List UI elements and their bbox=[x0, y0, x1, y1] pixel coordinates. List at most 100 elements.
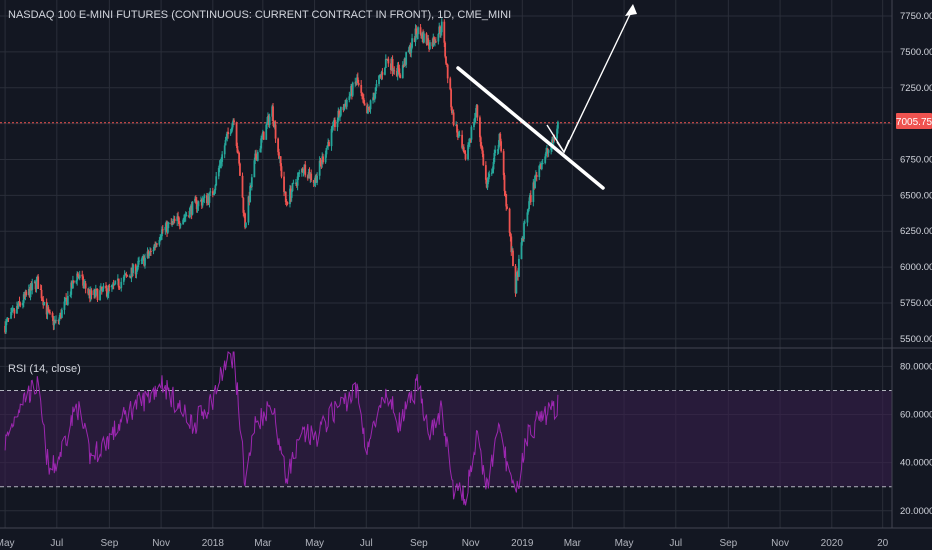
candle-body[interactable] bbox=[484, 165, 487, 180]
candle-body[interactable] bbox=[108, 285, 111, 288]
candle-body[interactable] bbox=[213, 190, 216, 194]
candle-body[interactable] bbox=[379, 75, 382, 77]
candle-body[interactable] bbox=[332, 122, 335, 127]
candle-body[interactable] bbox=[21, 302, 24, 306]
candle-body[interactable] bbox=[225, 136, 228, 141]
candle-body[interactable] bbox=[338, 110, 341, 118]
candle-body[interactable] bbox=[250, 177, 253, 188]
candle-body[interactable] bbox=[5, 321, 7, 333]
candle-body[interactable] bbox=[147, 251, 150, 256]
candle-body[interactable] bbox=[164, 226, 167, 231]
trend-drawings[interactable] bbox=[456, 4, 637, 190]
candle-body[interactable] bbox=[125, 273, 128, 276]
candle-body[interactable] bbox=[283, 176, 285, 192]
candle-body[interactable] bbox=[490, 172, 493, 175]
candle-body[interactable] bbox=[509, 232, 512, 237]
candle-body[interactable] bbox=[159, 238, 162, 241]
candle-body[interactable] bbox=[444, 42, 447, 57]
candle-body[interactable] bbox=[29, 284, 32, 298]
candle-body[interactable] bbox=[540, 162, 543, 170]
candle-body[interactable] bbox=[384, 58, 387, 68]
candle-body[interactable] bbox=[512, 250, 514, 267]
candle-body[interactable] bbox=[48, 311, 51, 313]
candle-body[interactable] bbox=[274, 124, 277, 139]
candle-body[interactable] bbox=[357, 82, 360, 86]
candle-body[interactable] bbox=[70, 282, 73, 295]
candle-body[interactable] bbox=[84, 283, 87, 289]
candle-body[interactable] bbox=[63, 301, 66, 310]
candle-body[interactable] bbox=[140, 259, 143, 261]
candle-body[interactable] bbox=[53, 320, 56, 326]
candle-body[interactable] bbox=[468, 139, 471, 143]
candle-body[interactable] bbox=[286, 202, 289, 205]
candle-body[interactable] bbox=[450, 89, 452, 108]
candle-body[interactable] bbox=[160, 236, 163, 239]
candle-body[interactable] bbox=[10, 310, 13, 313]
candle-body[interactable] bbox=[457, 135, 460, 138]
candle-body[interactable] bbox=[155, 243, 157, 246]
candle-body[interactable] bbox=[37, 276, 40, 289]
candle-body[interactable] bbox=[132, 264, 135, 273]
candle-body[interactable] bbox=[215, 176, 218, 186]
candle-body[interactable] bbox=[135, 270, 138, 275]
candle-body[interactable] bbox=[378, 75, 380, 84]
candle-body[interactable] bbox=[351, 82, 354, 96]
candle-body[interactable] bbox=[178, 217, 180, 224]
candle-body[interactable] bbox=[148, 254, 151, 256]
candle-body[interactable] bbox=[176, 216, 179, 222]
candle-body[interactable] bbox=[529, 195, 532, 203]
candle-body[interactable] bbox=[6, 318, 9, 321]
candle-body[interactable] bbox=[504, 191, 507, 195]
candle-body[interactable] bbox=[502, 151, 505, 176]
candle-body[interactable] bbox=[491, 169, 494, 173]
candle-body[interactable] bbox=[138, 260, 140, 262]
candle-body[interactable] bbox=[402, 65, 405, 67]
candle-body[interactable] bbox=[106, 293, 109, 297]
candle-body[interactable] bbox=[522, 238, 525, 240]
candle-body[interactable] bbox=[144, 257, 146, 266]
candle-body[interactable] bbox=[230, 129, 233, 133]
candle-body[interactable] bbox=[312, 180, 315, 183]
candle-body[interactable] bbox=[506, 206, 508, 209]
candle-body[interactable] bbox=[5, 320, 8, 322]
candle-body[interactable] bbox=[473, 122, 475, 128]
candle-body[interactable] bbox=[545, 151, 547, 157]
candle-body[interactable] bbox=[318, 160, 321, 176]
candle-body[interactable] bbox=[499, 133, 502, 142]
candle-body[interactable] bbox=[179, 224, 182, 226]
candle-body[interactable] bbox=[541, 162, 544, 164]
candle-body[interactable] bbox=[479, 137, 482, 147]
candle-body[interactable] bbox=[155, 243, 158, 245]
candle-body[interactable] bbox=[473, 117, 476, 123]
candle-body[interactable] bbox=[189, 208, 191, 218]
candle-body[interactable] bbox=[96, 288, 99, 301]
candle-body[interactable] bbox=[515, 276, 518, 294]
candle-body[interactable] bbox=[242, 197, 245, 213]
candle-body[interactable] bbox=[224, 140, 227, 146]
candle-body[interactable] bbox=[19, 303, 22, 306]
candle-body[interactable] bbox=[411, 38, 413, 48]
candle-body[interactable] bbox=[469, 139, 472, 141]
candle-body[interactable] bbox=[211, 191, 214, 195]
candle-body[interactable] bbox=[126, 275, 129, 277]
candle-body[interactable] bbox=[72, 280, 75, 283]
candle-body[interactable] bbox=[272, 106, 274, 122]
candle-body[interactable] bbox=[238, 152, 241, 164]
candle-body[interactable] bbox=[196, 206, 199, 209]
candle-body[interactable] bbox=[150, 250, 152, 252]
candle-body[interactable] bbox=[167, 222, 170, 225]
candle-body[interactable] bbox=[82, 276, 84, 286]
candle-body[interactable] bbox=[130, 267, 133, 279]
candle-body[interactable] bbox=[195, 200, 198, 209]
candle-body[interactable] bbox=[334, 119, 336, 128]
candle-body[interactable] bbox=[374, 87, 377, 95]
candle-body[interactable] bbox=[217, 167, 220, 177]
candle-body[interactable] bbox=[451, 107, 453, 114]
candle-body[interactable] bbox=[16, 306, 18, 314]
candle-body[interactable] bbox=[331, 126, 334, 129]
candle-body[interactable] bbox=[557, 121, 559, 129]
candle-body[interactable] bbox=[396, 65, 399, 76]
candle-body[interactable] bbox=[105, 288, 108, 297]
candle-body[interactable] bbox=[393, 70, 396, 72]
